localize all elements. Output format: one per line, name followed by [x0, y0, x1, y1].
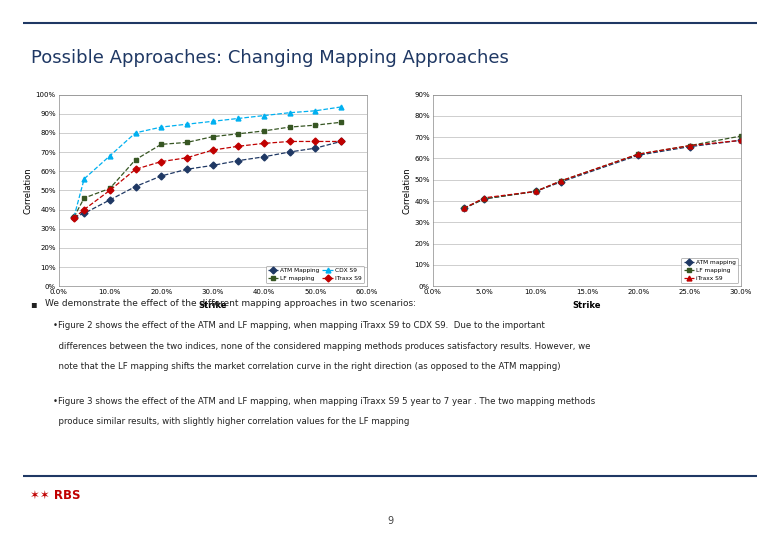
- Text: 9: 9: [387, 516, 393, 526]
- ITraxx S9: [157, 158, 166, 165]
- LF mapping: [310, 122, 320, 129]
- iTraxx S9: [531, 188, 541, 194]
- Text: produce similar results, with slightly higher correlation values for the LF mapp: produce similar results, with slightly h…: [53, 417, 410, 427]
- Text: ✶✶ RBS: ✶✶ RBS: [30, 489, 80, 502]
- ITraxx S9: [105, 187, 115, 194]
- CDX S9: [336, 104, 346, 110]
- Line: iTraxx S9: iTraxx S9: [461, 138, 743, 211]
- CDX S9: [69, 214, 79, 220]
- ATM Mapping: [183, 166, 192, 172]
- Line: LF mapping: LF mapping: [461, 133, 743, 211]
- ATM Mapping: [208, 162, 218, 168]
- Text: ▪: ▪: [30, 299, 36, 309]
- iTraxx S9: [557, 178, 566, 184]
- ITraxx S9: [208, 147, 218, 153]
- Text: Figure 3: Mapping ITraxx9 5Y to 7Y using ATM mapping and LF mapping: Figure 3: Mapping ITraxx9 5Y to 7Y using…: [406, 80, 664, 87]
- CDX S9: [233, 115, 243, 122]
- CDX S9: [157, 124, 166, 130]
- Line: ATM mapping: ATM mapping: [461, 138, 743, 211]
- CDX S9: [259, 112, 268, 119]
- Line: LF mapping: LF mapping: [72, 120, 343, 220]
- CDX S9: [183, 121, 192, 127]
- LF mapping: [336, 119, 346, 125]
- ATM Mapping: [157, 173, 166, 179]
- LF mapping: [183, 139, 192, 146]
- ATM Mapping: [310, 145, 320, 151]
- LF mapping: [736, 133, 746, 139]
- ATM mapping: [557, 179, 566, 185]
- ATM Mapping: [233, 157, 243, 164]
- Text: •Figure 2 shows the effect of the ATM and LF mapping, when mapping iTraxx S9 to : •Figure 2 shows the effect of the ATM an…: [53, 321, 545, 330]
- LF mapping: [259, 127, 268, 134]
- CDX S9: [310, 107, 320, 114]
- Text: differences between the two indices, none of the considered mapping methods prod: differences between the two indices, non…: [53, 342, 590, 351]
- ATM mapping: [459, 205, 468, 212]
- ITraxx S9: [131, 166, 140, 172]
- ATM Mapping: [336, 138, 346, 145]
- ITraxx S9: [310, 138, 320, 145]
- LF mapping: [685, 143, 694, 149]
- ATM Mapping: [105, 197, 115, 203]
- ATM mapping: [736, 137, 746, 144]
- iTraxx S9: [480, 194, 489, 201]
- ITraxx S9: [183, 154, 192, 161]
- LF mapping: [557, 178, 566, 184]
- LF mapping: [285, 124, 294, 130]
- ITraxx S9: [285, 138, 294, 145]
- ITraxx S9: [259, 140, 268, 147]
- Text: We demonstrate the effect of the different mapping approaches in two scenarios:: We demonstrate the effect of the differe…: [45, 299, 417, 308]
- CDX S9: [285, 110, 294, 116]
- ATM mapping: [531, 188, 541, 194]
- ITraxx S9: [336, 138, 346, 145]
- iTraxx S9: [736, 137, 746, 144]
- Line: CDX S9: CDX S9: [72, 105, 343, 220]
- CDX S9: [131, 130, 140, 136]
- Text: note that the LF mapping shifts the market correlation curve in the right direct: note that the LF mapping shifts the mark…: [53, 362, 561, 372]
- ATM Mapping: [80, 210, 89, 217]
- LF mapping: [105, 185, 115, 192]
- ATM mapping: [480, 195, 489, 202]
- Y-axis label: Correlation: Correlation: [24, 167, 33, 214]
- Legend: ATM Mapping, LF mapping, CDX S9, ITraxx S9: ATM Mapping, LF mapping, CDX S9, ITraxx …: [266, 266, 363, 284]
- ITraxx S9: [69, 215, 79, 221]
- Line: ITraxx S9: ITraxx S9: [72, 139, 343, 220]
- CDX S9: [80, 176, 89, 182]
- LF mapping: [80, 195, 89, 201]
- iTraxx S9: [459, 205, 468, 212]
- LF mapping: [157, 141, 166, 147]
- CDX S9: [208, 118, 218, 125]
- ITraxx S9: [80, 206, 89, 213]
- Text: Figure 2: Mapping ITraxx9 to CDX9 using ATM mapping and LF mapping: Figure 2: Mapping ITraxx9 to CDX9 using …: [31, 80, 289, 87]
- LF mapping: [633, 151, 643, 157]
- CDX S9: [105, 153, 115, 159]
- X-axis label: Strike: Strike: [198, 301, 227, 309]
- ATM Mapping: [259, 153, 268, 160]
- ATM Mapping: [285, 148, 294, 156]
- Text: •Figure 3 shows the effect of the ATM and LF mapping, when mapping iTraxx S9 5 y: •Figure 3 shows the effect of the ATM an…: [53, 397, 595, 406]
- Y-axis label: Correlation: Correlation: [402, 167, 412, 214]
- iTraxx S9: [685, 143, 694, 149]
- X-axis label: Strike: Strike: [573, 301, 601, 309]
- LF mapping: [480, 195, 489, 202]
- LF mapping: [459, 205, 468, 212]
- LF mapping: [131, 157, 140, 163]
- LF mapping: [69, 214, 79, 220]
- LF mapping: [233, 131, 243, 137]
- ATM mapping: [685, 144, 694, 150]
- LF mapping: [208, 133, 218, 140]
- Legend: ATM mapping, LF mapping, iTraxx S9: ATM mapping, LF mapping, iTraxx S9: [681, 258, 738, 284]
- Text: Possible Approaches: Changing Mapping Approaches: Possible Approaches: Changing Mapping Ap…: [31, 49, 509, 66]
- LF mapping: [531, 188, 541, 194]
- iTraxx S9: [633, 151, 643, 157]
- ATM Mapping: [131, 183, 140, 190]
- ATM Mapping: [69, 214, 79, 220]
- Line: ATM Mapping: ATM Mapping: [72, 139, 343, 220]
- ITraxx S9: [233, 143, 243, 150]
- ATM mapping: [633, 152, 643, 158]
